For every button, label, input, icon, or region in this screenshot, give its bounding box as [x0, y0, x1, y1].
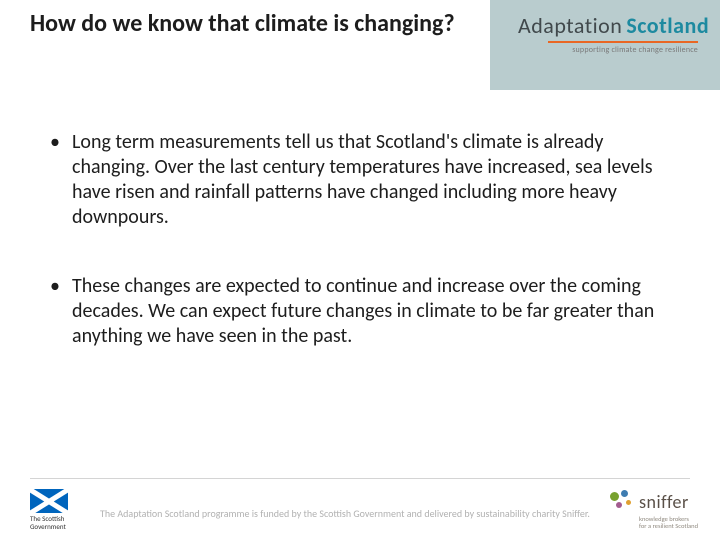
saltire-icon [30, 489, 68, 513]
sniffer-logo-row: sniffer [610, 490, 698, 514]
bullet-text: These changes are expected to continue a… [72, 274, 670, 349]
gov-logo-label: The Scottish Government [30, 515, 86, 530]
content-area: • Long term measurements tell us that Sc… [50, 130, 670, 393]
brand-word-b: Scotland [626, 12, 709, 39]
sniffer-wordmark: sniffer [639, 491, 689, 513]
slide-title: How do we know that climate is changing? [30, 10, 480, 38]
bullet-marker-icon: • [50, 274, 72, 349]
brand-word-a: Adaptation [518, 12, 622, 39]
sniffer-tagline: knowledge brokers for a resilient Scotla… [639, 516, 698, 530]
footer-attribution: The Adaptation Scotland programme is fun… [100, 507, 590, 520]
bullet-item: • Long term measurements tell us that Sc… [50, 130, 670, 230]
bullet-marker-icon: • [50, 130, 72, 230]
brand-tagline: supporting climate change resilience [518, 45, 698, 55]
title-block: How do we know that climate is changing? [0, 0, 490, 90]
footer-rule [30, 478, 690, 479]
sniffer-logo: sniffer knowledge brokers for a resilien… [610, 490, 698, 530]
slide: How do we know that climate is changing?… [0, 0, 720, 540]
footer: The Scottish Government The Adaptation S… [0, 478, 720, 540]
bullet-text: Long term measurements tell us that Scot… [72, 130, 670, 230]
brand-logo: AdaptationScotland supporting climate ch… [518, 12, 698, 55]
brand-wordmark: AdaptationScotland [518, 12, 698, 39]
bullet-item: • These changes are expected to continue… [50, 274, 670, 349]
brand-rule [548, 41, 698, 43]
sniffer-dots-icon [610, 490, 634, 514]
scottish-government-logo: The Scottish Government [30, 489, 86, 530]
